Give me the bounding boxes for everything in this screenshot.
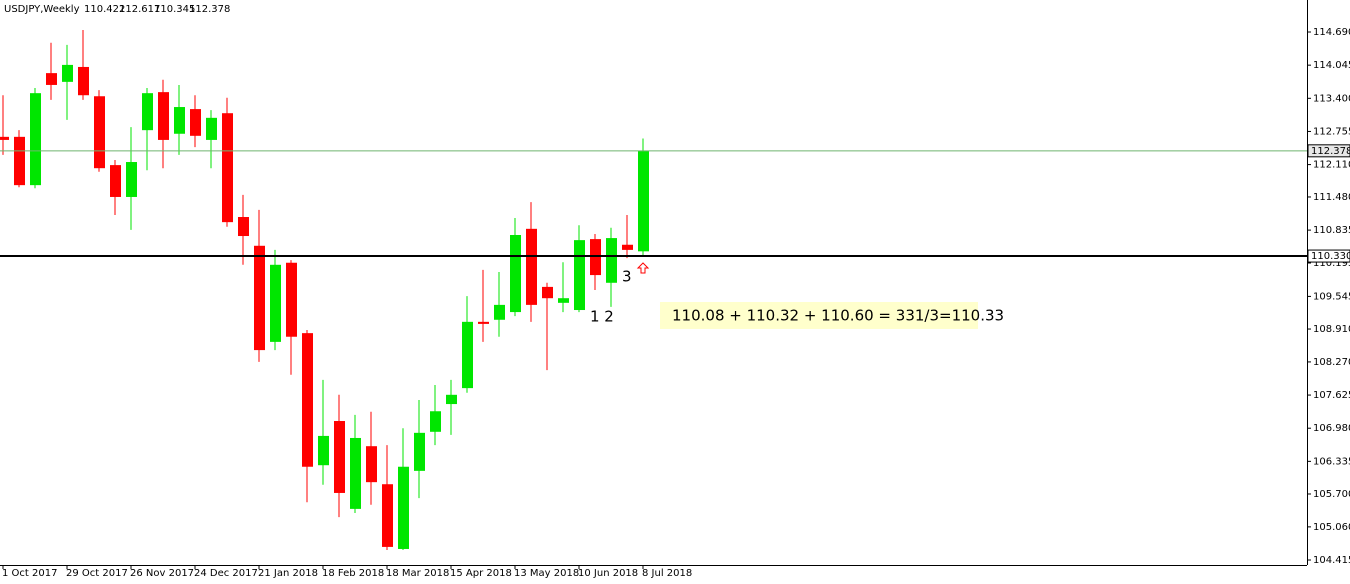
header-low: 110.345 [154, 4, 195, 15]
y-tick-label: 105.700 [1313, 489, 1350, 500]
candle-body [462, 321, 473, 389]
candle-body [542, 286, 553, 299]
candle-body [382, 484, 393, 547]
candle-body [302, 333, 313, 467]
candle-body [558, 298, 569, 303]
x-tick-label: 13 May 2018 [514, 568, 579, 579]
candle-body [158, 92, 169, 140]
price-label-box [1307, 249, 1350, 263]
y-tick-label: 111.480 [1313, 192, 1350, 203]
candle-body [478, 321, 489, 324]
y-tick-label: 109.545 [1313, 291, 1350, 302]
x-tick-label: 1 Oct 2017 [2, 568, 57, 579]
y-tick-label: 107.625 [1313, 390, 1350, 401]
candle-body [30, 93, 41, 186]
y-tick-label: 112.755 [1313, 126, 1350, 137]
candle-body [574, 240, 585, 311]
note-text: 110.08 + 110.32 + 110.60 = 331/3=110.33 [672, 307, 1004, 325]
note-box [660, 302, 978, 329]
candle-body [14, 136, 25, 186]
candle-body [526, 228, 537, 305]
y-tick-label: 108.270 [1313, 357, 1350, 368]
candle-body [174, 107, 185, 134]
y-tick-label: 106.980 [1313, 423, 1350, 434]
candle-body [510, 234, 521, 313]
x-tick-label: 18 Mar 2018 [386, 568, 449, 579]
candle-body [286, 262, 297, 337]
x-tick-label: 26 Nov 2017 [130, 568, 194, 579]
y-tick-label: 110.835 [1313, 225, 1350, 236]
candle-body [270, 264, 281, 342]
candle-body [238, 217, 249, 237]
candle-body [350, 437, 361, 509]
candle-body [366, 446, 377, 483]
header-close: 112.378 [189, 4, 230, 15]
candle-body [606, 238, 617, 283]
candle-body [430, 411, 441, 432]
plot-area [0, 29, 649, 550]
chart-title: USDJPY,Weekly [4, 4, 80, 15]
candle-body [334, 421, 345, 493]
price-label: 110.330 [1311, 251, 1350, 262]
y-tick-label: 113.400 [1313, 93, 1350, 104]
candle-body [318, 435, 329, 466]
candle-body [206, 117, 217, 140]
x-tick-label: 21 Jan 2018 [258, 568, 318, 579]
candle-body [254, 245, 265, 351]
candle-body [126, 162, 137, 197]
x-tick-label: 8 Jul 2018 [642, 568, 692, 579]
header-high: 112.617 [119, 4, 160, 15]
y-tick-label: 105.060 [1313, 522, 1350, 533]
y-tick-label: 114.045 [1313, 60, 1350, 71]
x-tick-label: 15 Apr 2018 [450, 568, 512, 579]
x-tick-label: 24 Dec 2017 [194, 568, 258, 579]
candle-body [142, 93, 153, 131]
x-tick-label: 29 Oct 2017 [66, 568, 128, 579]
price-label-box [1307, 144, 1350, 158]
price-label: 112.378 [1311, 146, 1350, 157]
y-tick-label: 108.910 [1313, 324, 1350, 335]
wave-label: 3 [622, 268, 632, 286]
candle-body [110, 165, 121, 197]
x-tick-label: 18 Feb 2018 [322, 568, 384, 579]
candle-body [46, 73, 57, 85]
candle-body [94, 96, 105, 169]
header-open: 110.422 [84, 4, 125, 15]
candle-body [622, 244, 633, 250]
candle-body [62, 64, 73, 82]
y-tick-label: 114.690 [1313, 27, 1350, 38]
candle-body [398, 466, 409, 549]
up-arrow [636, 262, 650, 274]
y-tick-label: 106.335 [1313, 456, 1350, 467]
wave-label: 1 2 [590, 308, 614, 326]
y-tick-label: 104.415 [1313, 555, 1350, 566]
candle-body [414, 432, 425, 471]
candle-body [78, 66, 89, 96]
candle-body [222, 113, 233, 223]
candle-body [494, 304, 505, 320]
x-tick-label: 10 Jun 2018 [578, 568, 638, 579]
candle-body [446, 394, 457, 405]
candle-body [590, 239, 601, 276]
candle-body [0, 136, 9, 140]
y-tick-label: 110.195 [1313, 258, 1350, 269]
candle-body [638, 150, 649, 252]
candle-body [190, 109, 201, 136]
y-tick-label: 112.110 [1313, 160, 1350, 171]
